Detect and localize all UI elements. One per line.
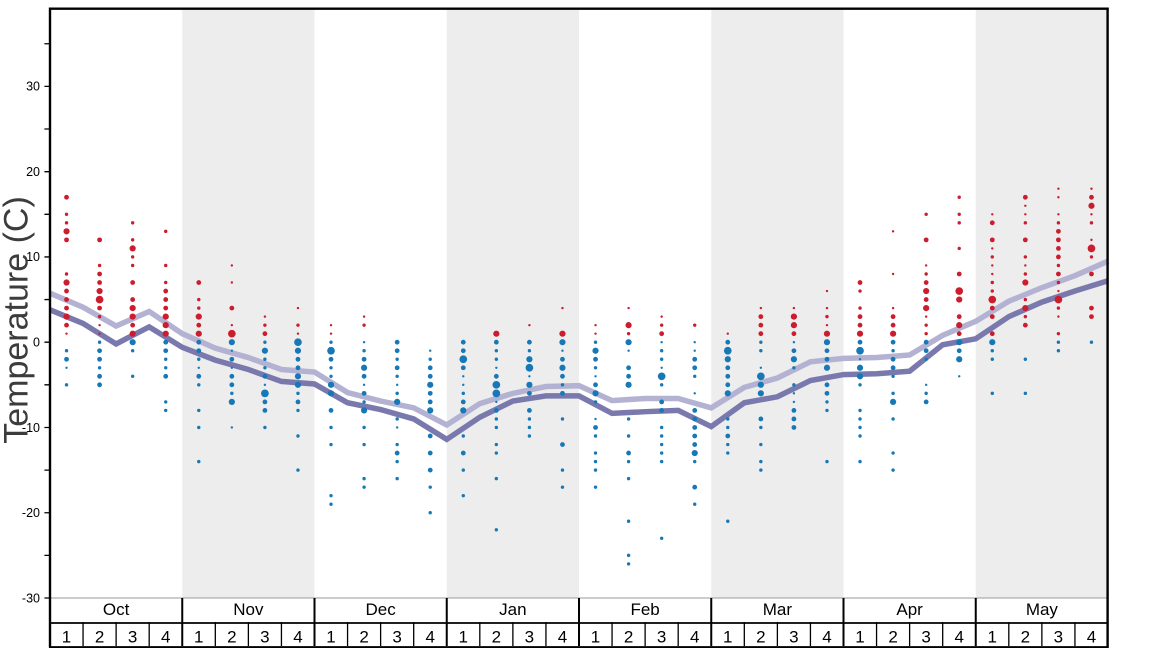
svg-text:3: 3 — [1054, 628, 1063, 647]
svg-text:0: 0 — [33, 336, 40, 350]
svg-text:2: 2 — [227, 628, 236, 647]
svg-text:2: 2 — [888, 628, 897, 647]
svg-text:1: 1 — [723, 628, 732, 647]
svg-text:1: 1 — [591, 628, 600, 647]
svg-text:Mar: Mar — [763, 600, 793, 619]
svg-text:Oct: Oct — [103, 600, 130, 619]
svg-text:2: 2 — [95, 628, 104, 647]
svg-text:4: 4 — [558, 628, 567, 647]
svg-text:30: 30 — [26, 80, 40, 94]
svg-text:4: 4 — [954, 628, 963, 647]
svg-text:1: 1 — [855, 628, 864, 647]
svg-text:Temperature (C): Temperature (C) — [0, 196, 36, 444]
svg-text:20: 20 — [26, 165, 40, 179]
svg-text:3: 3 — [657, 628, 666, 647]
svg-text:-20: -20 — [22, 506, 40, 520]
svg-text:Dec: Dec — [366, 600, 397, 619]
svg-text:4: 4 — [293, 628, 302, 647]
svg-text:2: 2 — [756, 628, 765, 647]
svg-text:4: 4 — [161, 628, 170, 647]
svg-text:1: 1 — [459, 628, 468, 647]
svg-text:1: 1 — [62, 628, 71, 647]
svg-text:10: 10 — [26, 250, 40, 264]
svg-text:3: 3 — [921, 628, 930, 647]
svg-text:3: 3 — [789, 628, 798, 647]
svg-text:4: 4 — [822, 628, 831, 647]
svg-text:May: May — [1026, 600, 1059, 619]
svg-text:Jan: Jan — [499, 600, 526, 619]
svg-text:4: 4 — [1087, 628, 1096, 647]
svg-text:Apr: Apr — [896, 600, 923, 619]
svg-text:2: 2 — [359, 628, 368, 647]
svg-text:3: 3 — [128, 628, 137, 647]
svg-text:4: 4 — [425, 628, 434, 647]
svg-text:1: 1 — [194, 628, 203, 647]
svg-text:1: 1 — [326, 628, 335, 647]
svg-text:3: 3 — [260, 628, 269, 647]
svg-text:2: 2 — [1021, 628, 1030, 647]
svg-text:-10: -10 — [22, 421, 40, 435]
svg-text:2: 2 — [624, 628, 633, 647]
svg-text:1: 1 — [988, 628, 997, 647]
svg-text:-30: -30 — [22, 591, 40, 605]
svg-text:Feb: Feb — [630, 600, 659, 619]
svg-text:Nov: Nov — [233, 600, 264, 619]
svg-text:3: 3 — [392, 628, 401, 647]
svg-text:2: 2 — [492, 628, 501, 647]
svg-text:3: 3 — [525, 628, 534, 647]
svg-text:4: 4 — [690, 628, 699, 647]
